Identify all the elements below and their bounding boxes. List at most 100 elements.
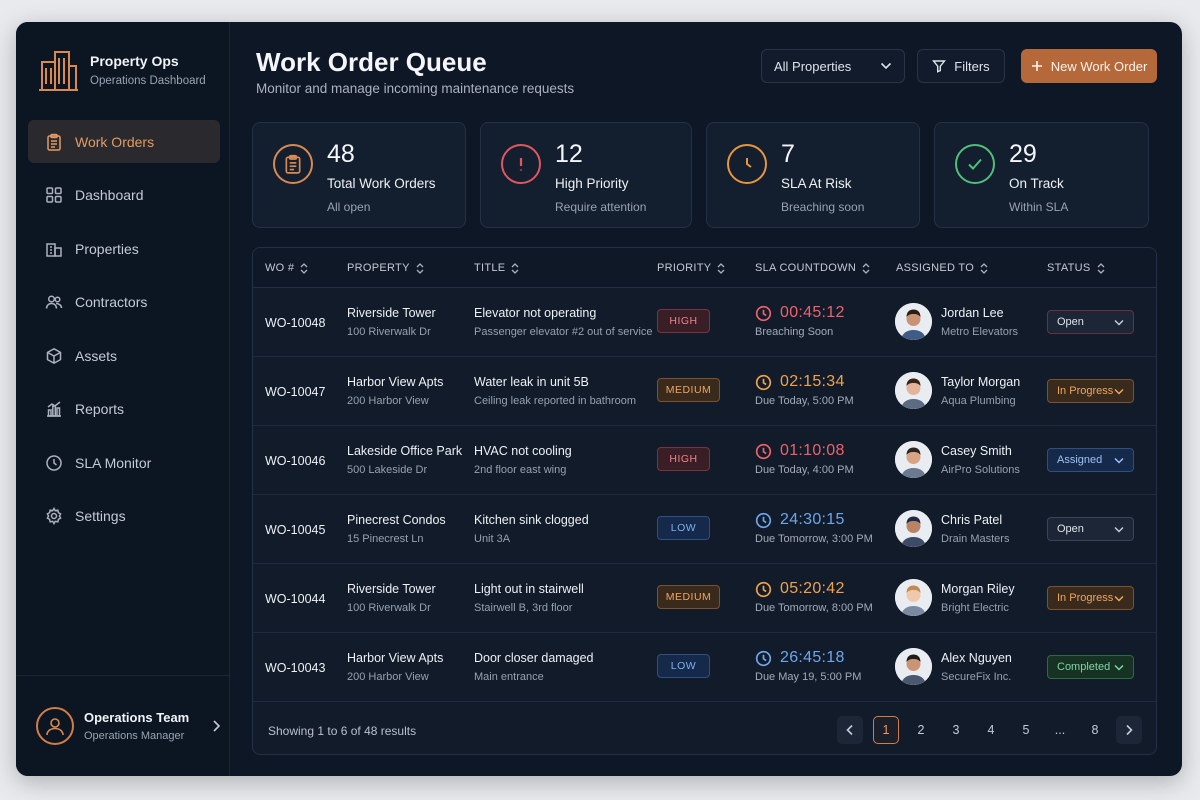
property-name: Riverside Tower [347, 582, 436, 596]
assignee-name: Jordan Lee [941, 305, 1004, 320]
page-button-3[interactable]: 3 [952, 723, 960, 737]
brand-subtitle: Operations Dashboard [90, 75, 206, 87]
brand: Property Ops Operations Dashboard [38, 48, 206, 92]
sla-countdown: 00:45:12 Breaching Soon [755, 304, 845, 338]
stat-value: 7 [781, 140, 795, 168]
status-dropdown[interactable]: In Progress [1047, 379, 1134, 403]
table-row[interactable]: WO-10045 Pinecrest Condos 15 Pinecrest L… [253, 495, 1156, 564]
wo-number[interactable]: WO-10044 [265, 592, 326, 606]
prev-page-button[interactable] [837, 716, 863, 744]
property-select-value: All Properties [774, 58, 852, 74]
status-dropdown[interactable]: Open [1047, 517, 1134, 541]
sidebar-item-reports[interactable]: Reports [28, 388, 220, 431]
sidebar-item-sla-monitor[interactable]: SLA Monitor [28, 441, 220, 484]
column-header-property[interactable]: PROPERTY [347, 262, 424, 274]
sidebar-item-settings[interactable]: Settings [28, 495, 220, 538]
stat-value: 29 [1009, 140, 1037, 168]
column-header-priority[interactable]: PRIORITY [657, 262, 725, 274]
avatar [895, 510, 932, 547]
sidebar-item-properties[interactable]: Properties [28, 227, 220, 270]
table-row[interactable]: WO-10048 Riverside Tower 100 Riverwalk D… [253, 288, 1156, 357]
page-button-4[interactable]: 4 [987, 723, 995, 737]
status-value: Completed [1057, 661, 1111, 673]
clock-icon [755, 374, 772, 390]
assignee-name: Morgan Riley [941, 581, 1015, 596]
property-select[interactable]: All Properties [761, 49, 905, 83]
page-button-2[interactable]: 2 [917, 723, 925, 737]
results-summary: Showing 1 to 6 of 48 results [268, 724, 417, 738]
sidebar-item-work-orders[interactable]: Work Orders [28, 120, 220, 163]
stat-subtext: Within SLA [1009, 200, 1069, 214]
status-dropdown[interactable]: Open [1047, 310, 1134, 334]
sla-note: Due Today, 5:00 PM [755, 395, 854, 407]
page-ellipsis: ... [1054, 723, 1066, 737]
chevron-down-icon [1114, 664, 1124, 671]
grid-icon [46, 187, 62, 203]
column-header-sla[interactable]: SLA COUNTDOWN [755, 262, 870, 274]
assignee-company: Metro Elevators [941, 325, 1019, 338]
chevron-down-icon [1114, 595, 1124, 602]
column-header-title[interactable]: TITLE [474, 262, 519, 274]
status-dropdown[interactable]: In Progress [1047, 586, 1134, 610]
column-header-status[interactable]: STATUS [1047, 262, 1105, 274]
filters-button[interactable]: Filters [917, 49, 1005, 83]
property-address: 100 Riverwalk Dr [347, 602, 431, 614]
property-name: Lakeside Office Park [347, 444, 463, 458]
page-button-1[interactable]: 1 [873, 716, 899, 744]
sla-countdown: 05:20:42 Due Tomorrow, 8:00 PM [755, 580, 873, 614]
wo-number[interactable]: WO-10045 [265, 523, 326, 537]
sla-note: Breaching Soon [755, 326, 834, 338]
title-cell: HVAC not cooling 2nd floor east wing [474, 444, 572, 476]
page-button-8[interactable]: 8 [1091, 723, 1099, 737]
avatar [895, 648, 932, 685]
table-row[interactable]: WO-10043 Harbor View Apts 200 Harbor Vie… [253, 633, 1156, 702]
page-button-5[interactable]: 5 [1022, 723, 1030, 737]
stat-card-total: 48 Total Work Orders All open [252, 122, 466, 228]
user-name: Operations Team [84, 710, 190, 725]
table-row[interactable]: WO-10047 Harbor View Apts 200 Harbor Vie… [253, 357, 1156, 426]
assignee-name: Alex Nguyen [941, 650, 1012, 665]
chevron-right-icon [213, 720, 221, 732]
sidebar-item-assets[interactable]: Assets [28, 334, 220, 377]
table-row[interactable]: WO-10046 Lakeside Office Park 500 Lakesi… [253, 426, 1156, 495]
status-dropdown[interactable]: Completed [1047, 655, 1134, 679]
wo-number[interactable]: WO-10046 [265, 454, 326, 468]
building-logo-icon [39, 51, 78, 91]
users-icon [45, 295, 63, 309]
status-value: Assigned [1057, 454, 1103, 466]
status-value: In Progress [1057, 592, 1114, 604]
user-profile[interactable]: Operations Team Operations Manager [16, 675, 230, 776]
assignee-name: Casey Smith [941, 443, 1012, 458]
sla-timer: 05:20:42 [780, 580, 845, 597]
new-work-order-label: New Work Order [1050, 58, 1148, 74]
sla-note: Due May 19, 5:00 PM [755, 671, 862, 683]
bar-chart-icon [47, 401, 61, 417]
status-dropdown[interactable]: Assigned [1047, 448, 1134, 472]
sort-icon [511, 262, 519, 274]
gear-icon [46, 507, 62, 525]
pagination: Showing 1 to 6 of 48 results 1 2 3 4 5... 8 [253, 705, 1156, 754]
cube-icon [46, 347, 62, 364]
sidebar-item-contractors[interactable]: Contractors [28, 281, 220, 324]
wo-number[interactable]: WO-10048 [265, 316, 326, 330]
work-order-detail: Passenger elevator #2 out of service [474, 326, 653, 338]
sidebar-item-dashboard[interactable]: Dashboard [28, 174, 220, 217]
work-order-detail: Stairwell B, 3rd floor [474, 602, 573, 614]
next-page-button[interactable] [1116, 716, 1142, 744]
assignee-name: Chris Patel [941, 512, 1003, 527]
sla-timer: 01:10:08 [780, 442, 845, 459]
new-work-order-button[interactable]: New Work Order [1021, 49, 1157, 83]
property-cell: Lakeside Office Park 500 Lakeside Dr [347, 444, 462, 476]
chevron-down-icon [1114, 388, 1124, 395]
alert-icon [501, 144, 541, 184]
wo-number[interactable]: WO-10047 [265, 385, 326, 399]
wo-number[interactable]: WO-10043 [265, 661, 326, 675]
user-icon [46, 718, 64, 736]
stat-card-high-priority: 12 High Priority Require attention [480, 122, 692, 228]
table-row[interactable]: WO-10044 Riverside Tower 100 Riverwalk D… [253, 564, 1156, 633]
avatar [895, 372, 932, 409]
column-header-wo[interactable]: WO # [265, 262, 308, 274]
property-cell: Riverside Tower 100 Riverwalk Dr [347, 306, 436, 338]
column-header-assigned[interactable]: ASSIGNED TO [896, 262, 988, 274]
stat-card-on-track: 29 On Track Within SLA [934, 122, 1149, 228]
